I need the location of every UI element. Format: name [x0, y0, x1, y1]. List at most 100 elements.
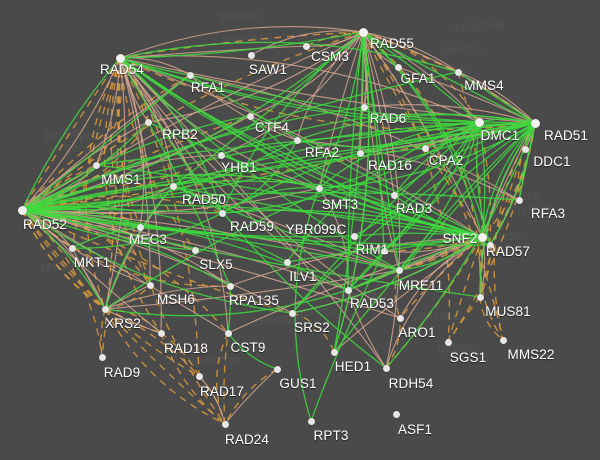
graph-node-rad51[interactable] [530, 118, 540, 128]
edge-physical [104, 308, 162, 334]
graph-node-saw1[interactable] [247, 51, 255, 59]
edge-yeastNet [479, 122, 536, 298]
edge-genetic [479, 236, 504, 341]
graph-node-rfa3[interactable] [515, 196, 523, 204]
edge-genetic [119, 31, 364, 59]
edge-yeastNet [21, 209, 196, 251]
edge-genetic [447, 236, 483, 343]
edge-yeastNet [221, 31, 364, 214]
graph-node-rim1[interactable] [380, 247, 388, 255]
graph-node-slx5[interactable] [191, 246, 199, 254]
graph-node-rdh54[interactable] [382, 364, 390, 372]
graph-node-mre11[interactable] [395, 266, 403, 274]
graph-node-mus81[interactable] [476, 293, 484, 301]
graph-node-rad24[interactable] [221, 420, 229, 428]
edge-genetic [224, 368, 278, 425]
edge-physical [21, 209, 401, 319]
edge-yeastNet [518, 122, 536, 201]
edge-physical [296, 31, 364, 141]
edge-genetic [385, 317, 401, 369]
graph-node-rad16[interactable] [356, 149, 364, 157]
graph-node-rad52[interactable] [17, 205, 27, 215]
graph-node-rfa1[interactable] [186, 71, 194, 79]
graph-node-rpt3[interactable] [307, 417, 315, 425]
graph-node-dmc1[interactable] [474, 117, 484, 127]
edge-physical [362, 31, 480, 123]
edge-yeastNet [227, 332, 278, 370]
graph-node-yhb1[interactable] [217, 151, 225, 159]
graph-node-msh6[interactable] [146, 281, 154, 289]
graph-node-aro1[interactable] [396, 314, 404, 322]
edge-yeastNet [347, 236, 483, 291]
graph-node-rad6[interactable] [360, 103, 368, 111]
edge-yeastNet [21, 209, 293, 314]
graph-node-mms1[interactable] [92, 161, 100, 169]
graph-node-asf1[interactable] [392, 410, 400, 418]
edge-yeastNet [21, 191, 520, 211]
edge-genetic [291, 312, 335, 353]
graph-node-rad3[interactable] [390, 191, 398, 199]
graph-node-ddc1[interactable] [521, 145, 529, 153]
graph-node-snf2[interactable] [477, 232, 487, 242]
edge-genetic [362, 31, 491, 246]
graph-node-mkt1[interactable] [68, 244, 76, 252]
graph-node-mms22[interactable] [499, 336, 507, 344]
edge-yeastNet [310, 250, 385, 422]
graph-node-xrs2[interactable] [101, 305, 109, 313]
graph-node-rad18[interactable] [157, 329, 165, 337]
graph-node-rad54[interactable] [115, 53, 125, 63]
edge-yeastNet [385, 122, 536, 369]
graph-node-rad9[interactable] [98, 353, 106, 361]
graph-node-rfa2[interactable] [293, 136, 301, 144]
edge-yeastNet [172, 31, 364, 187]
graph-node-smt3[interactable] [315, 184, 323, 192]
edge-yeastNet [227, 285, 232, 334]
edge-physical [21, 209, 293, 314]
graph-node-ybr099c[interactable] [350, 232, 358, 240]
edge-genetic [362, 31, 480, 123]
edge-yeastNet [95, 164, 483, 238]
graph-node-rad53[interactable] [344, 286, 352, 294]
graph-node-cpa2[interactable] [421, 144, 429, 152]
edge-genetic [21, 209, 226, 425]
graph-node-rad50[interactable] [169, 182, 177, 190]
edge-genetic [104, 308, 226, 425]
graph-node-rpb2[interactable] [144, 118, 152, 126]
edge-yeastNet [318, 187, 483, 238]
graph-node-sgs1[interactable] [444, 338, 452, 346]
edge-genetic [85, 57, 121, 310]
graph-node-rad17[interactable] [195, 372, 203, 380]
graph-node-gus1[interactable] [273, 365, 281, 373]
edge-yeastNet [457, 71, 536, 124]
graph-node-rpa135[interactable] [226, 282, 234, 290]
graph-node-ilv1[interactable] [283, 258, 291, 266]
graph-node-hed1[interactable] [330, 348, 338, 356]
edge-yeastNet [189, 74, 483, 238]
graph-node-gfa1[interactable] [394, 63, 402, 71]
edge-genetic [160, 332, 226, 425]
graph-node-csm3[interactable] [302, 42, 310, 50]
graph-node-rad57[interactable] [486, 241, 494, 249]
graph-node-cst9[interactable] [224, 329, 232, 337]
edge-yeastNet [291, 236, 483, 314]
edge-yeastNet [21, 174, 320, 211]
edge-physical [119, 57, 229, 334]
edge-physical [119, 57, 483, 238]
graph-node-mms4[interactable] [454, 68, 462, 76]
graph-node-rad55[interactable] [358, 27, 368, 37]
graph-node-ctf4[interactable] [246, 112, 254, 120]
edge-physical [104, 285, 231, 310]
edge-genetic [101, 57, 121, 358]
graph-node-srs2[interactable] [288, 309, 296, 317]
edge-yeastNet [353, 121, 480, 237]
edge-yeastNet [318, 31, 364, 189]
edge-physical [95, 57, 121, 166]
edge-yeastNet [119, 57, 223, 214]
edge-genetic [119, 57, 200, 377]
graph-node-mec3[interactable] [136, 223, 144, 231]
edge-physical [21, 57, 121, 211]
edge-yeastNet [478, 121, 486, 238]
edge-yeastNet [172, 185, 483, 238]
graph-node-rad59[interactable] [218, 209, 226, 217]
